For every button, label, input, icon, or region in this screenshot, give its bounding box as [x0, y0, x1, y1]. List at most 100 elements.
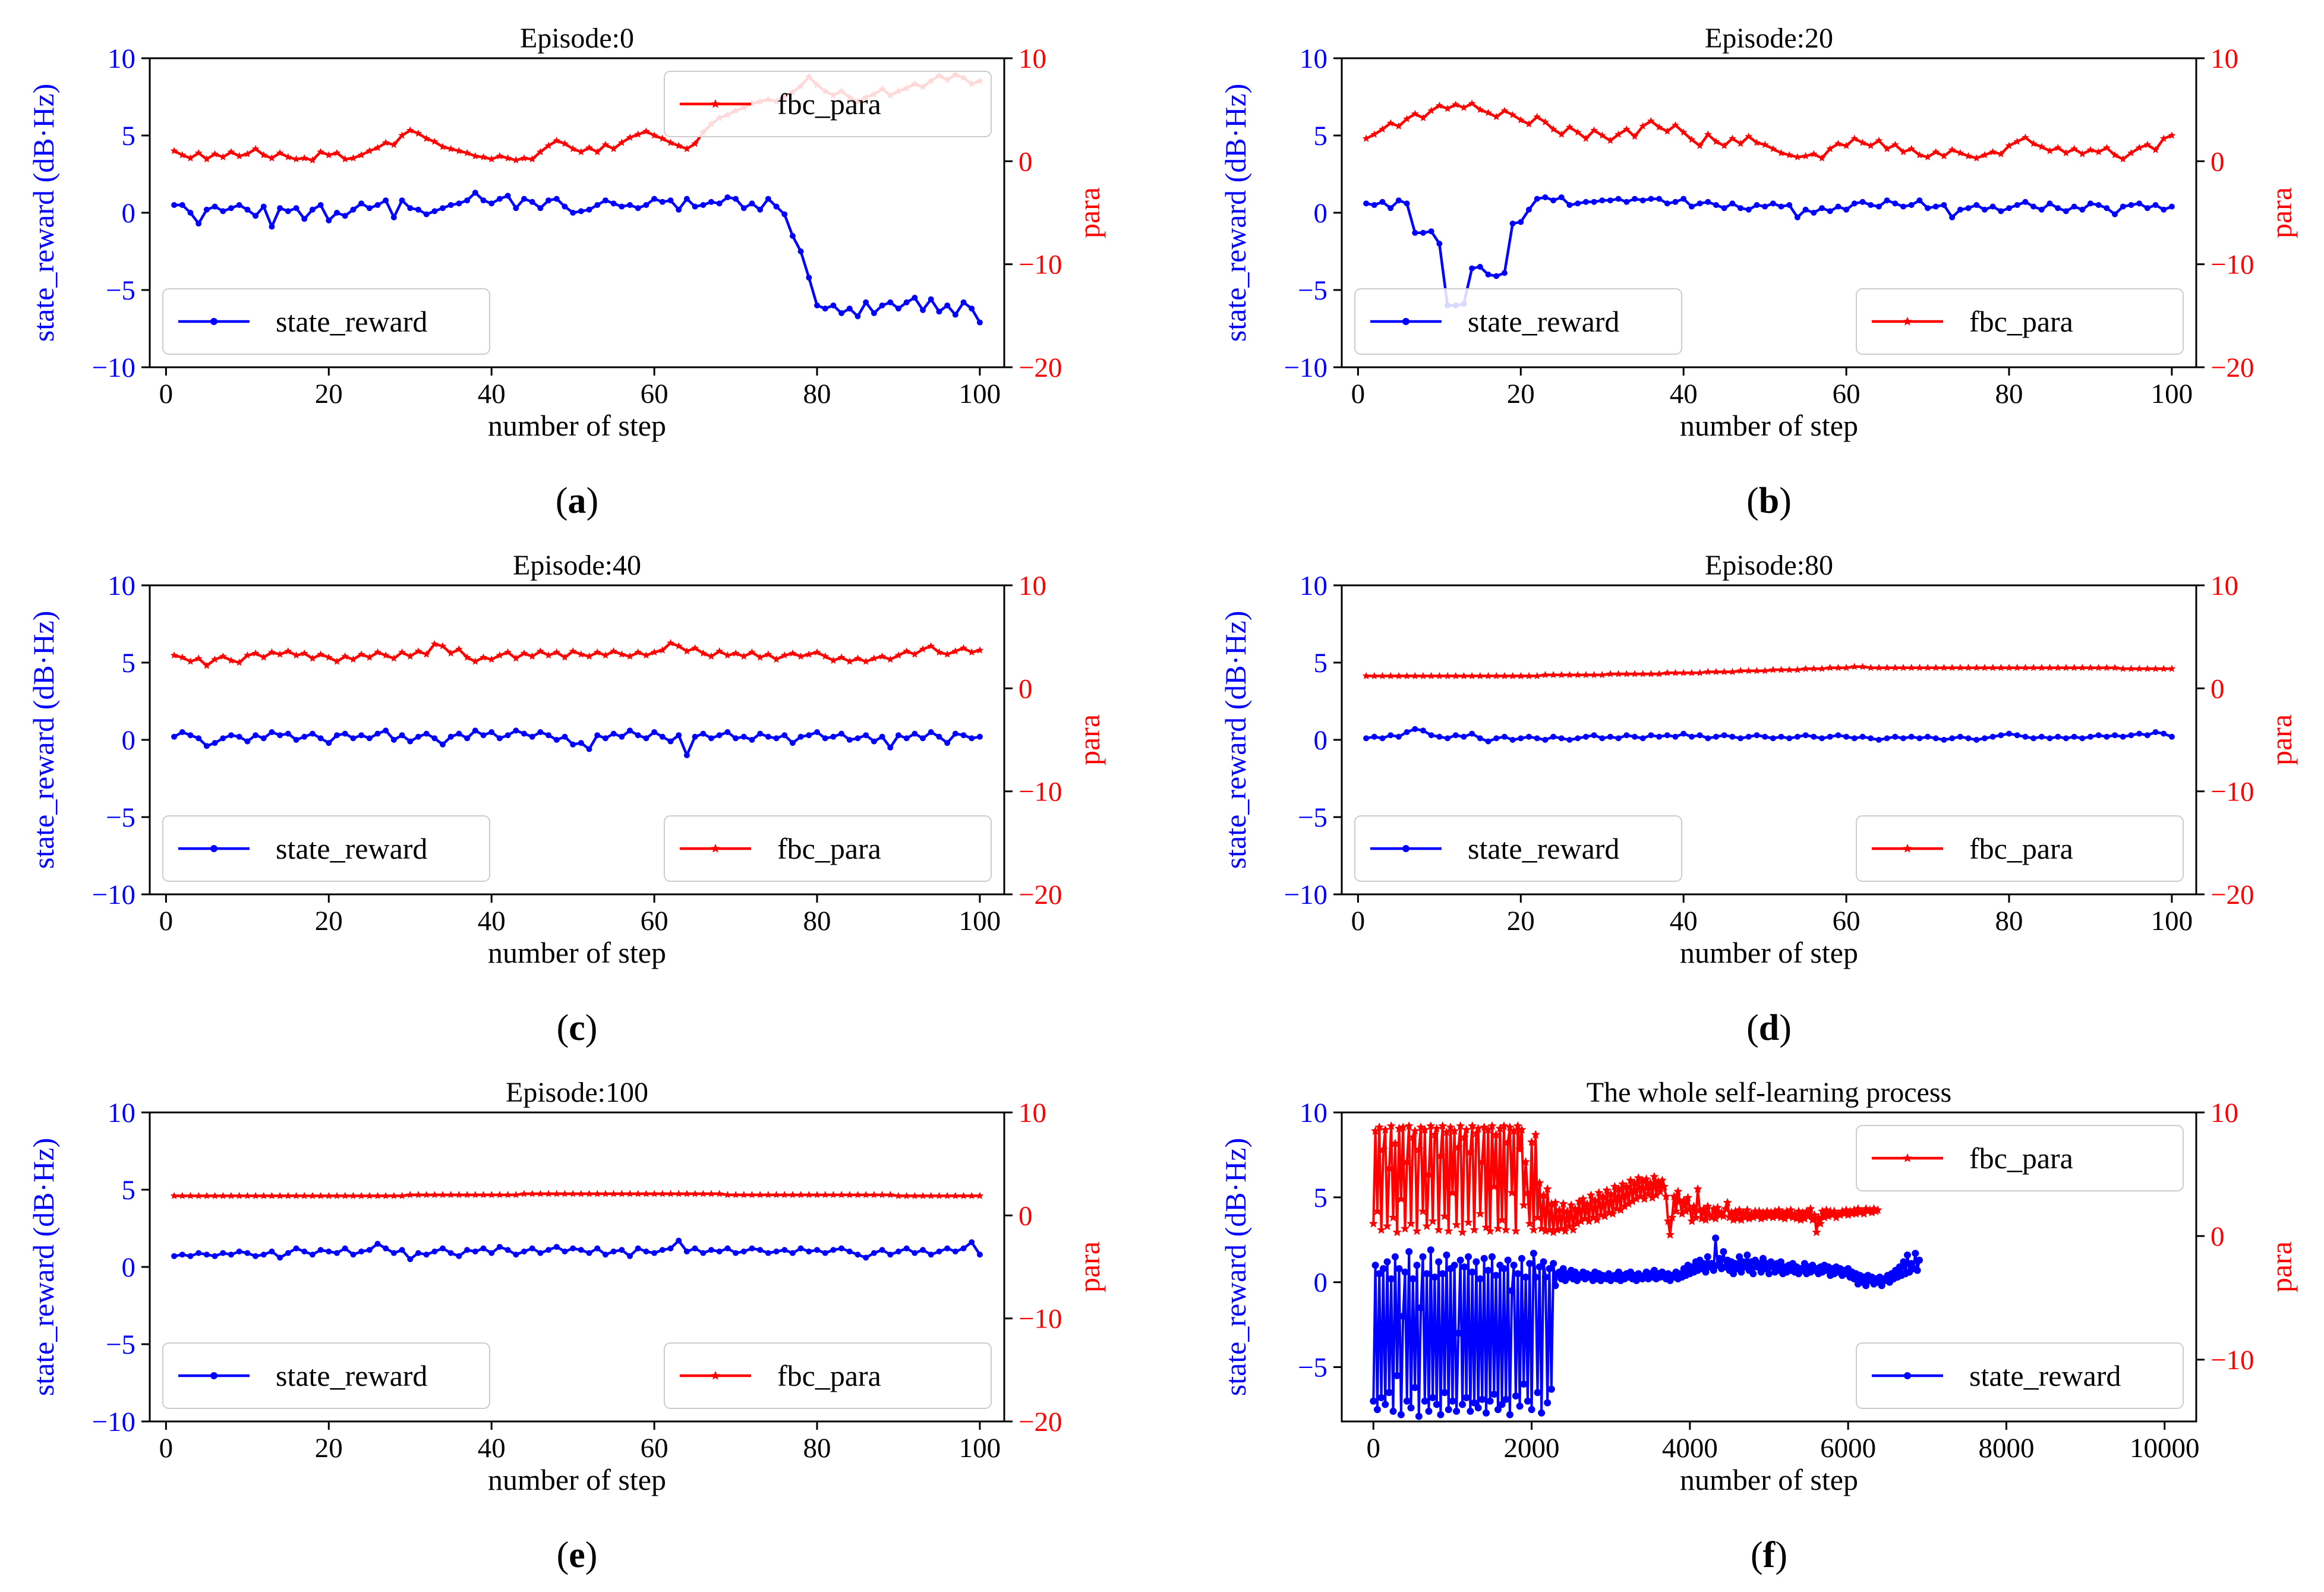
data-point-state_reward	[749, 737, 755, 743]
data-point-fbc_para	[569, 144, 577, 152]
data-point-fbc_para	[2022, 133, 2029, 141]
caption-letter: a	[568, 481, 586, 521]
data-point-state_reward	[2168, 733, 2175, 740]
y-left-tick-label: 0	[122, 198, 136, 229]
data-point-fbc_para	[1663, 127, 1672, 135]
data-point-fbc_para	[1824, 1211, 1833, 1221]
data-point-state_reward	[1421, 1397, 1429, 1405]
legend-box	[1856, 288, 2184, 355]
data-point-fbc_para	[1727, 1208, 1736, 1216]
data-point-state_reward	[683, 1249, 690, 1254]
data-point-state_reward	[447, 202, 454, 208]
data-point-state_reward	[1738, 205, 1744, 212]
data-point-fbc_para	[1456, 1121, 1465, 1130]
data-point-state_reward	[822, 1250, 828, 1256]
data-point-fbc_para	[1915, 663, 1923, 672]
data-point-state_reward	[1656, 733, 1663, 740]
data-point-state_reward	[1469, 730, 1475, 737]
caption-paren-close: )	[1779, 481, 1792, 521]
data-point-fbc_para	[707, 652, 715, 660]
data-point-state_reward	[1607, 197, 1613, 204]
data-point-fbc_para	[1379, 1145, 1388, 1153]
data-point-fbc_para	[1790, 1209, 1799, 1218]
data-point-state_reward	[1420, 229, 1426, 236]
data-point-fbc_para	[919, 645, 927, 652]
y-right-tick-label: −10	[1018, 777, 1062, 808]
data-point-state_reward	[627, 202, 633, 208]
data-point-fbc_para	[1683, 1193, 1693, 1202]
data-point-fbc_para	[2046, 663, 2054, 672]
data-point-state_reward	[464, 1247, 471, 1253]
data-point-state_reward	[1738, 735, 1744, 742]
data-point-state_reward	[513, 727, 519, 734]
data-point-state_reward	[781, 1247, 788, 1253]
legend-box	[664, 1342, 992, 1409]
data-point-state_reward	[578, 740, 584, 746]
data-point-state_reward	[1412, 726, 1418, 732]
data-point-fbc_para	[683, 647, 691, 655]
data-point-state_reward	[871, 1250, 877, 1256]
data-point-state_reward	[863, 299, 869, 305]
data-point-state_reward	[342, 730, 348, 737]
data-point-fbc_para	[699, 649, 707, 657]
data-point-state_reward	[2168, 203, 2175, 210]
data-point-fbc_para	[2022, 663, 2029, 672]
data-point-state_reward	[1599, 735, 1606, 742]
data-point-fbc_para	[1972, 154, 1981, 162]
legend-box	[664, 815, 992, 882]
legend-box	[162, 1342, 490, 1409]
data-point-state_reward	[781, 211, 788, 217]
data-point-fbc_para	[1550, 1197, 1560, 1207]
data-point-fbc_para	[528, 155, 537, 163]
data-point-fbc_para	[1582, 1199, 1592, 1208]
data-point-state_reward	[1395, 733, 1402, 740]
data-point-fbc_para	[886, 1190, 894, 1199]
data-point-fbc_para	[268, 1191, 276, 1199]
panel-caption: (d)	[1746, 1008, 1792, 1048]
data-point-fbc_para	[2062, 663, 2070, 672]
legend-label: fbc_para	[777, 87, 881, 121]
x-tick-label: 60	[1833, 906, 1861, 937]
data-point-state_reward	[358, 1249, 365, 1254]
data-point-fbc_para	[1699, 1204, 1708, 1213]
data-point-fbc_para	[683, 1190, 691, 1197]
data-point-fbc_para	[1948, 146, 1956, 153]
data-point-state_reward	[1439, 1270, 1446, 1278]
data-point-fbc_para	[577, 650, 585, 658]
data-point-state_reward	[464, 735, 471, 742]
data-point-fbc_para	[512, 1190, 520, 1199]
x-tick-label: 0	[159, 1433, 174, 1464]
data-point-state_reward	[220, 1250, 226, 1256]
data-point-state_reward	[1827, 208, 1833, 215]
data-point-state_reward	[1912, 1250, 1919, 1257]
data-point-state_reward	[676, 732, 682, 739]
data-point-fbc_para	[1379, 672, 1386, 679]
data-point-fbc_para	[1521, 1157, 1531, 1166]
data-point-fbc_para	[308, 1191, 317, 1199]
data-point-state_reward	[1471, 1399, 1478, 1407]
data-point-fbc_para	[667, 1190, 674, 1197]
data-point-fbc_para	[577, 148, 585, 156]
data-point-state_reward	[545, 1247, 552, 1253]
data-point-state_reward	[1453, 1407, 1461, 1415]
data-point-state_reward	[220, 735, 226, 742]
data-point-state_reward	[260, 203, 267, 210]
data-point-state_reward	[863, 1254, 869, 1261]
x-tick-label: 80	[803, 906, 831, 937]
data-point-fbc_para	[1515, 1145, 1525, 1153]
data-point-fbc_para	[1395, 122, 1403, 130]
data-point-fbc_para	[341, 1191, 349, 1199]
data-point-state_reward	[399, 732, 405, 739]
data-point-state_reward	[1371, 1262, 1379, 1269]
data-point-fbc_para	[1806, 1204, 1815, 1213]
data-point-state_reward	[1363, 200, 1370, 207]
data-point-state_reward	[1851, 735, 1858, 742]
data-point-fbc_para	[203, 155, 211, 163]
data-point-state_reward	[1488, 1253, 1496, 1260]
data-point-state_reward	[1566, 202, 1573, 208]
series-line-fbc_para	[1366, 665, 2172, 677]
data-point-fbc_para	[1452, 1220, 1461, 1229]
chart-title: Episode:80	[1705, 550, 1833, 581]
data-point-fbc_para	[1761, 667, 1769, 674]
data-point-state_reward	[749, 1245, 755, 1251]
